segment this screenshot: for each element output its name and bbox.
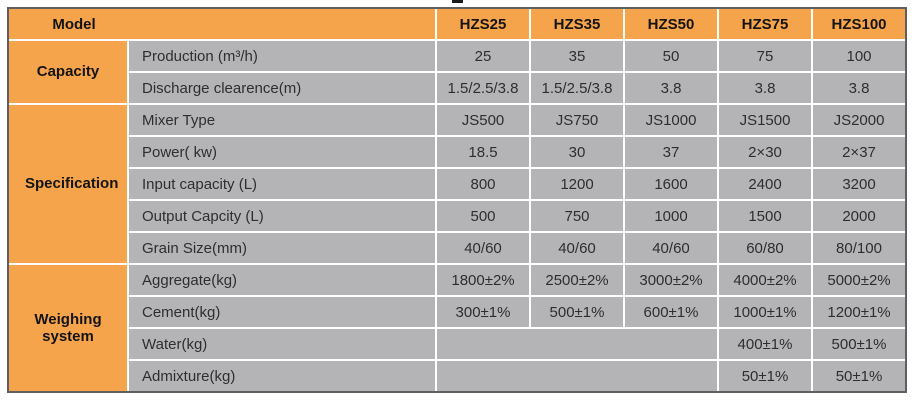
row-label: Grain Size(mm) xyxy=(129,233,435,263)
model-header-cell: Model xyxy=(9,9,435,39)
value-cell: 500±1% xyxy=(531,297,623,327)
cropped-title-artifact xyxy=(452,0,463,3)
empty-merged-cell xyxy=(437,361,717,391)
value-cell: 25 xyxy=(437,41,529,71)
value-cell: JS1500 xyxy=(719,105,811,135)
value-cell: 300±1% xyxy=(437,297,529,327)
value-cell: 800 xyxy=(437,169,529,199)
value-cell: 500 xyxy=(437,201,529,231)
value-cell: 750 xyxy=(531,201,623,231)
column-header-hzs100: HZS100 xyxy=(813,9,905,39)
row-label: Production (m³/h) xyxy=(129,41,435,71)
value-cell: 75 xyxy=(719,41,811,71)
value-cell: 60/80 xyxy=(719,233,811,263)
value-cell: 1600 xyxy=(625,169,717,199)
value-cell: 50±1% xyxy=(719,361,811,391)
column-header-hzs50: HZS50 xyxy=(625,9,717,39)
value-cell: 1800±2% xyxy=(437,265,529,295)
value-cell: 1.5/2.5/3.8 xyxy=(437,73,529,103)
value-cell: 40/60 xyxy=(437,233,529,263)
value-cell: 3000±2% xyxy=(625,265,717,295)
value-cell: 3.8 xyxy=(813,73,905,103)
value-cell: JS750 xyxy=(531,105,623,135)
value-cell: JS500 xyxy=(437,105,529,135)
value-cell: 4000±2% xyxy=(719,265,811,295)
row-label: Admixture(kg) xyxy=(129,361,435,391)
model-header-label: Model xyxy=(52,15,96,33)
value-cell: JS1000 xyxy=(625,105,717,135)
value-cell: 50 xyxy=(625,41,717,71)
value-cell: 2400 xyxy=(719,169,811,199)
value-cell: 30 xyxy=(531,137,623,167)
row-label: Input capacity (L) xyxy=(129,169,435,199)
value-cell: 1000 xyxy=(625,201,717,231)
value-cell: 400±1% xyxy=(719,329,811,359)
empty-merged-cell xyxy=(437,329,717,359)
value-cell: 50±1% xyxy=(813,361,905,391)
row-label: Cement(kg) xyxy=(129,297,435,327)
row-label: Power( kw) xyxy=(129,137,435,167)
row-label: Water(kg) xyxy=(129,329,435,359)
value-cell: 1500 xyxy=(719,201,811,231)
value-cell: 2×37 xyxy=(813,137,905,167)
column-header-hzs75: HZS75 xyxy=(719,9,811,39)
row-label: Output Capcity (L) xyxy=(129,201,435,231)
row-label: Mixer Type xyxy=(129,105,435,135)
value-cell: 40/60 xyxy=(625,233,717,263)
value-cell: 35 xyxy=(531,41,623,71)
value-cell: 2×30 xyxy=(719,137,811,167)
value-cell: 2500±2% xyxy=(531,265,623,295)
value-cell: 2000 xyxy=(813,201,905,231)
value-cell: 100 xyxy=(813,41,905,71)
value-cell: 1000±1% xyxy=(719,297,811,327)
value-cell: 18.5 xyxy=(437,137,529,167)
group-label-weighing-system: Weighing system xyxy=(9,265,127,391)
value-cell: 1.5/2.5/3.8 xyxy=(531,73,623,103)
value-cell: 3200 xyxy=(813,169,905,199)
value-cell: 600±1% xyxy=(625,297,717,327)
value-cell: 5000±2% xyxy=(813,265,905,295)
group-label-specification: Specification xyxy=(9,105,127,263)
value-cell: 1200 xyxy=(531,169,623,199)
spec-table: Model HZS25 HZS35 HZS50 HZS75 HZS100 Cap… xyxy=(7,7,907,393)
value-cell: 40/60 xyxy=(531,233,623,263)
column-header-hzs35: HZS35 xyxy=(531,9,623,39)
value-cell: 37 xyxy=(625,137,717,167)
value-cell: JS2000 xyxy=(813,105,905,135)
group-label-capacity: Capacity xyxy=(9,41,127,103)
row-label: Aggregate(kg) xyxy=(129,265,435,295)
row-label: Discharge clearence(m) xyxy=(129,73,435,103)
value-cell: 80/100 xyxy=(813,233,905,263)
value-cell: 3.8 xyxy=(719,73,811,103)
value-cell: 1200±1% xyxy=(813,297,905,327)
value-cell: 500±1% xyxy=(813,329,905,359)
column-header-hzs25: HZS25 xyxy=(437,9,529,39)
value-cell: 3.8 xyxy=(625,73,717,103)
